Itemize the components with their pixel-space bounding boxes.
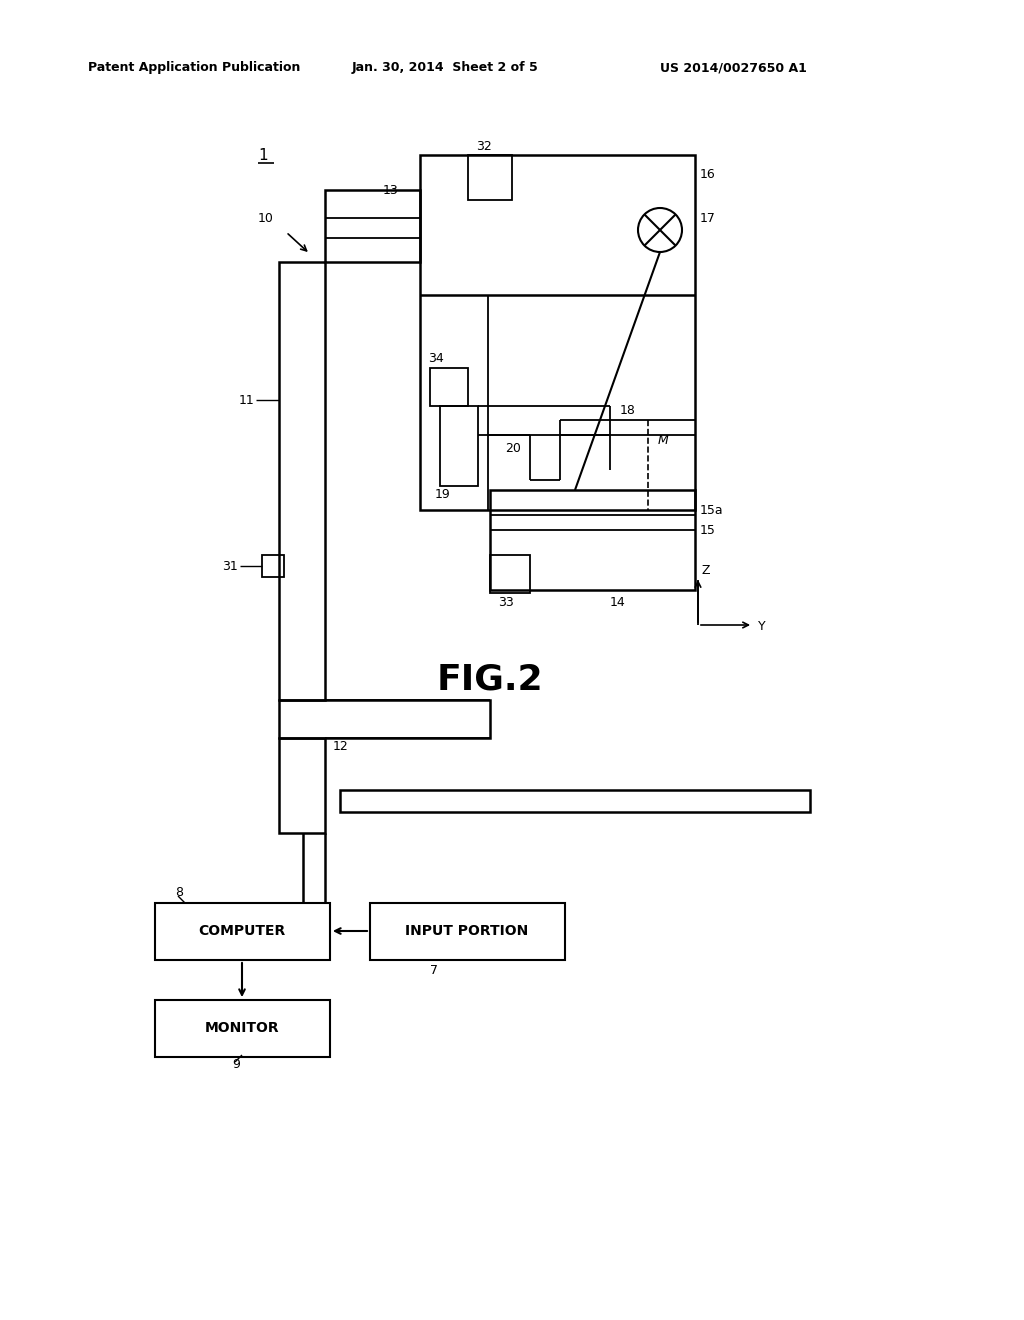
Text: Jan. 30, 2014  Sheet 2 of 5: Jan. 30, 2014 Sheet 2 of 5 (352, 62, 539, 74)
Text: 11: 11 (239, 393, 254, 407)
Bar (340, 789, 810, 812)
Bar (279, 261, 325, 700)
Bar (262, 554, 284, 577)
Text: 20: 20 (505, 441, 521, 454)
Bar (440, 407, 478, 486)
Text: 9: 9 (232, 1059, 240, 1072)
Text: 16: 16 (700, 169, 716, 181)
Bar (490, 490, 695, 590)
Text: 8: 8 (175, 887, 183, 899)
Text: 13: 13 (383, 183, 398, 197)
Bar (279, 700, 490, 738)
Text: 33: 33 (498, 595, 514, 609)
Text: INPUT PORTION: INPUT PORTION (406, 924, 528, 939)
Bar (370, 903, 565, 960)
Bar (325, 190, 420, 261)
Text: 34: 34 (428, 351, 443, 364)
Text: 15a: 15a (700, 503, 724, 516)
Text: Y: Y (758, 620, 766, 634)
Text: 1: 1 (258, 149, 267, 164)
Text: 31: 31 (222, 560, 238, 573)
Text: 7: 7 (430, 964, 438, 977)
Text: M: M (658, 433, 669, 446)
Text: 14: 14 (610, 595, 626, 609)
Text: 32: 32 (476, 140, 492, 153)
Text: FIG.2: FIG.2 (436, 663, 544, 697)
Text: 12: 12 (333, 741, 349, 754)
Bar (490, 554, 530, 593)
Text: 19: 19 (435, 488, 451, 502)
Text: COMPUTER: COMPUTER (199, 924, 286, 939)
Bar (279, 738, 325, 833)
Text: 10: 10 (258, 211, 273, 224)
Bar (430, 368, 468, 407)
Text: Z: Z (701, 564, 710, 577)
Bar (420, 154, 695, 510)
Text: Patent Application Publication: Patent Application Publication (88, 62, 300, 74)
Text: 15: 15 (700, 524, 716, 536)
Text: 18: 18 (620, 404, 636, 417)
Text: 17: 17 (700, 211, 716, 224)
Bar (155, 1001, 330, 1057)
Text: MONITOR: MONITOR (205, 1020, 280, 1035)
Text: US 2014/0027650 A1: US 2014/0027650 A1 (660, 62, 807, 74)
Bar (468, 154, 512, 201)
Bar (155, 903, 330, 960)
